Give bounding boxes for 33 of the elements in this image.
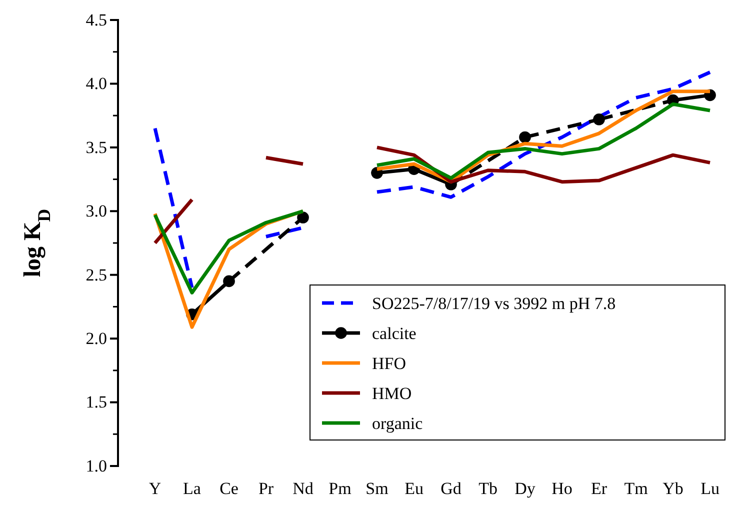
- x-tick-label: Eu: [404, 479, 424, 498]
- y-tick-label: 1.5: [86, 392, 107, 412]
- point: [593, 113, 605, 126]
- x-tick-label: Tb: [478, 479, 498, 498]
- x-tick-label: Sm: [366, 479, 388, 498]
- y-tick-label: 3.5: [86, 138, 107, 157]
- point: [297, 212, 309, 224]
- legend-label: calcite: [372, 324, 416, 343]
- y-tick-label: 3.0: [86, 202, 107, 221]
- point: [223, 275, 235, 288]
- x-tick-label: Ce: [220, 479, 238, 498]
- x-tick-label: Pr: [258, 479, 274, 498]
- y-tick-label: 2.0: [86, 329, 107, 348]
- x-tick-label: Gd: [440, 479, 462, 498]
- x-tick-label: Nd: [292, 479, 314, 498]
- legend-label: HMO: [372, 384, 412, 403]
- x-tick-label: Yb: [662, 479, 684, 498]
- x-tick-label: Pm: [328, 479, 352, 498]
- point: [519, 131, 531, 144]
- legend-label: organic: [372, 414, 424, 433]
- y-tick-label: 2.5: [86, 265, 107, 284]
- x-tick-label: Lu: [700, 479, 720, 498]
- x-tick-label: Dy: [514, 479, 536, 498]
- y-tick-label: 4.5: [86, 10, 107, 30]
- y-tick-label: 4.0: [86, 74, 107, 94]
- x-tick-label: Y: [148, 479, 162, 498]
- y-tick-label: 1.0: [86, 456, 107, 476]
- x-tick-label: La: [183, 479, 202, 498]
- x-tick-label: Tm: [624, 479, 648, 498]
- x-tick-label: Ho: [552, 479, 572, 498]
- legend-label: SO225-7/8/17/19 vs 3992 m pH 7.8: [372, 294, 616, 313]
- legend-label: HFO: [372, 354, 406, 373]
- x-tick-label: Er: [590, 479, 608, 498]
